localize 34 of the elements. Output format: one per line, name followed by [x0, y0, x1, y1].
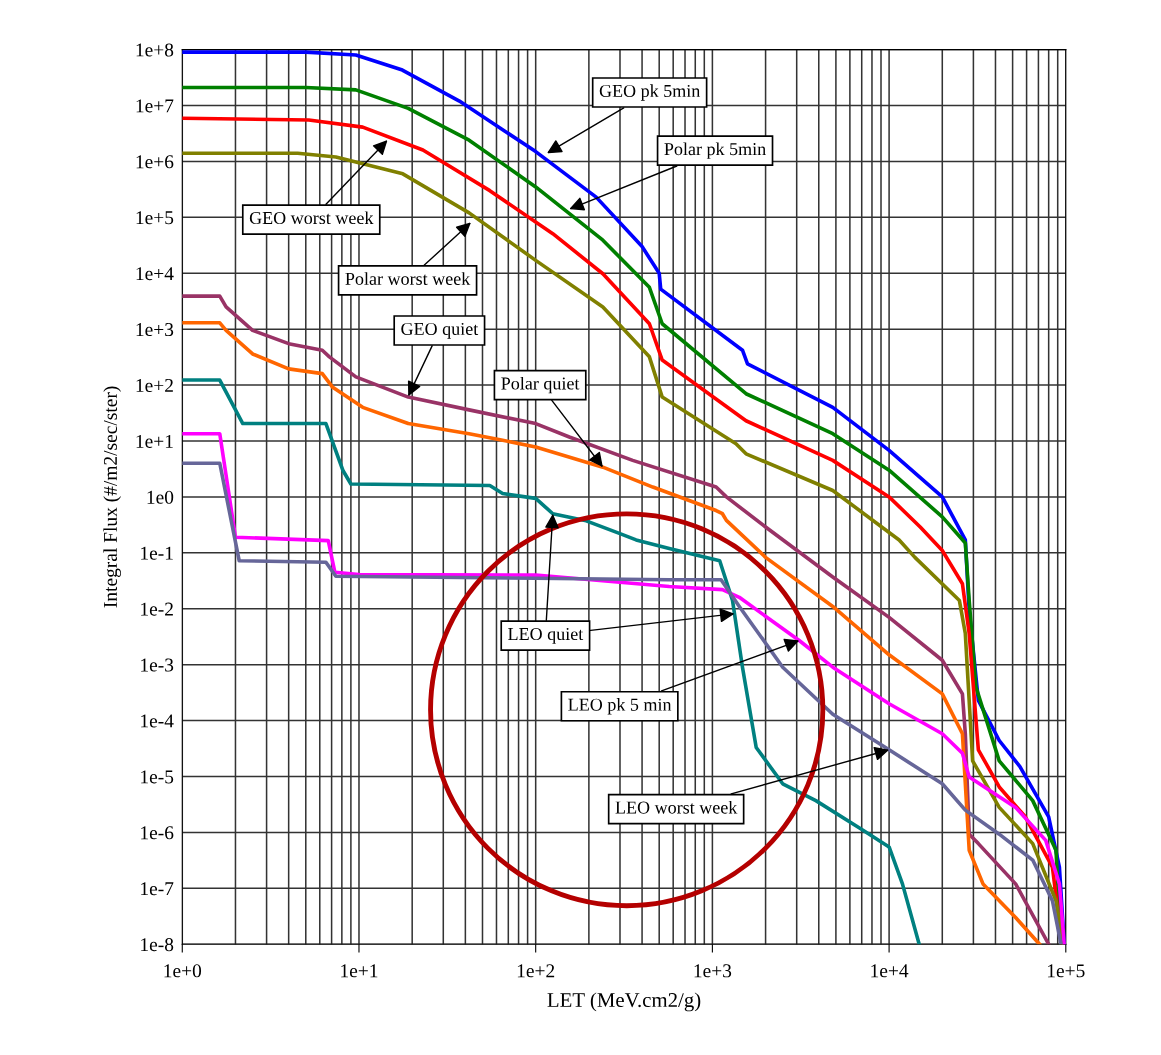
y-tick-label: 1e+8 — [136, 43, 174, 57]
y-tick-label: 1e-4 — [141, 714, 174, 728]
y-tick-label: 1e+4 — [136, 267, 174, 281]
y-tick-label: 1e0 — [147, 490, 174, 504]
x-tick-label: 1e+5 — [1047, 964, 1085, 978]
y-tick-label: 1e+6 — [136, 155, 174, 169]
x-axis-title: LET (MeV.cm2/g) — [547, 992, 701, 1012]
annotation: GEO quiet — [401, 322, 479, 339]
x-tick-label: 1e+4 — [871, 964, 909, 978]
y-axis-title: Integral Flux (#/m2/sec/ster) — [103, 386, 122, 608]
y-tick-label: 1e+7 — [136, 99, 174, 113]
x-tick-label: 1e+3 — [694, 964, 732, 978]
annotation: Polar worst week — [345, 272, 471, 285]
y-tick-label: 1e+5 — [136, 211, 174, 225]
y-tick-label: 1e+3 — [136, 323, 174, 337]
y-tick-label: 1e-2 — [141, 602, 173, 616]
annotation: GEO worst week — [249, 211, 374, 225]
y-tick-label: 1e-7 — [141, 882, 174, 896]
annotation: LEO pk 5 min — [568, 698, 672, 715]
y-tick-label: 1e-3 — [141, 658, 174, 672]
x-tick-label: 1e+0 — [164, 964, 202, 978]
x-tick-label: 1e+2 — [517, 964, 555, 978]
annotation: Polar quiet — [501, 376, 580, 394]
annotation: Polar pk 5min — [664, 142, 766, 159]
annotation: LEO worst week — [615, 800, 738, 814]
annotation: GEO pk 5min — [599, 84, 701, 101]
y-tick-label: 1e-8 — [141, 938, 174, 952]
annotation: LEO quiet — [508, 627, 584, 644]
y-tick-label: 1e+1 — [136, 434, 173, 448]
x-tick-label: 1e+1 — [341, 964, 378, 978]
y-tick-label: 1e-6 — [141, 826, 174, 840]
y-tick-label: 1e-1 — [141, 546, 173, 560]
y-tick-label: 1e+2 — [136, 378, 173, 393]
y-tick-label: 1e-5 — [141, 770, 174, 784]
